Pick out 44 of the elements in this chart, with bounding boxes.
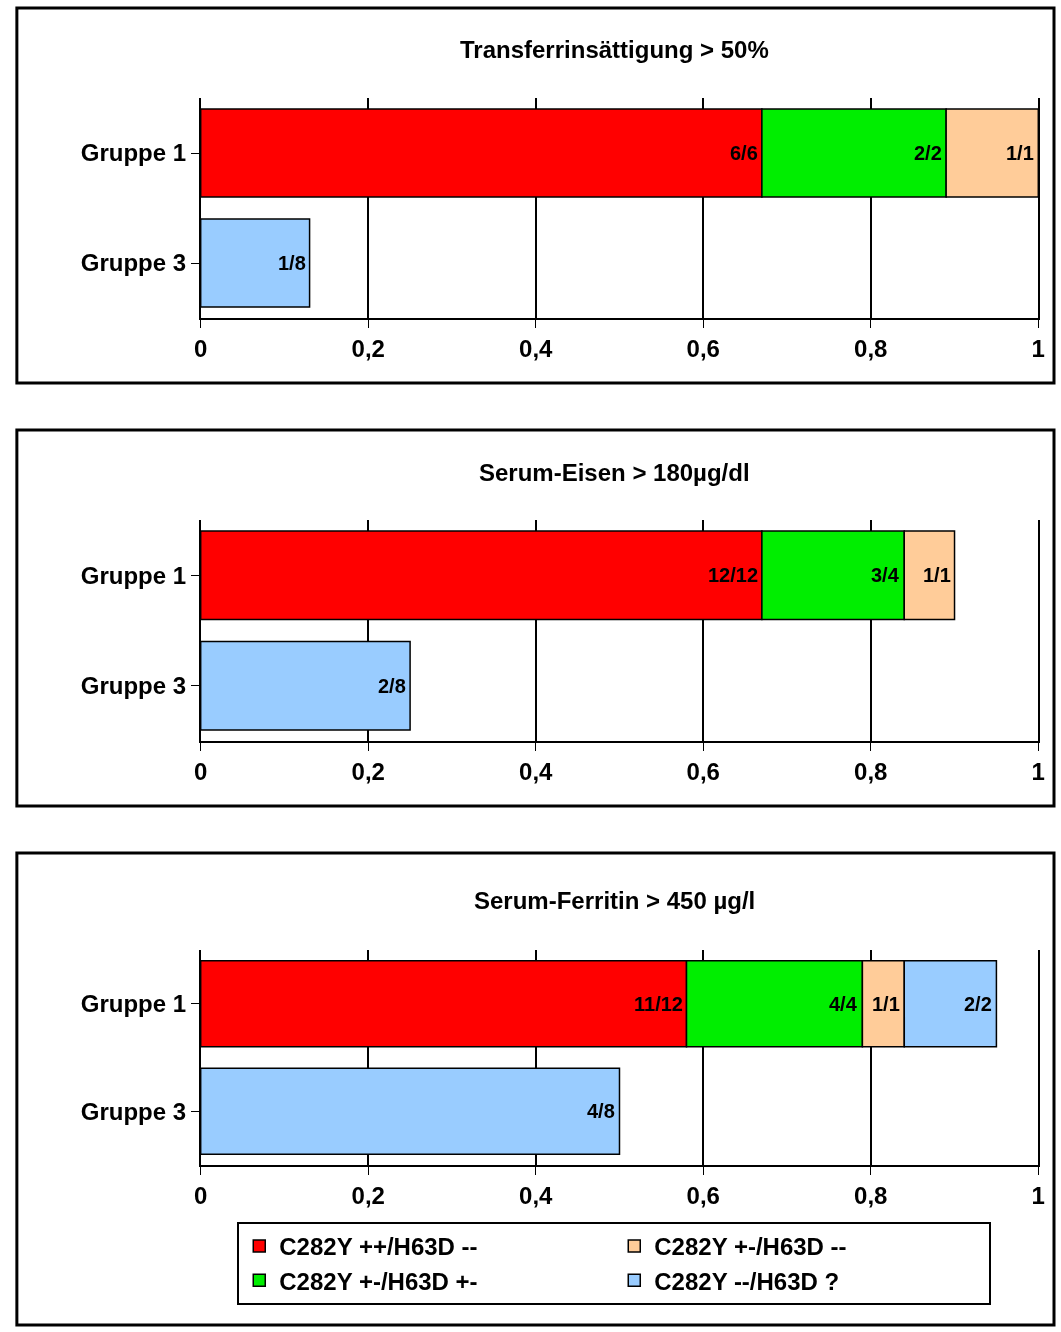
annotation: 12/12 [708,564,759,586]
x-tick-label: 0,4 [519,1181,554,1209]
annotation: 1/1 [872,993,900,1015]
y-tick-label: Gruppe 1 [80,139,187,167]
x-tick-label: 0 [194,1181,208,1209]
annotation: 2/2 [914,142,942,164]
x-tick-label: 0,8 [854,334,888,362]
x-tick-label: 0,6 [686,757,720,785]
annotation: 4/8 [587,1100,615,1122]
x-tick-label: 0,6 [686,334,720,362]
chart-title: Serum-Ferritin > 450 µg/l [474,887,756,914]
annotation: 1/8 [278,252,306,274]
y-tick-label: Gruppe 3 [80,249,187,277]
x-tick-label: 1 [1031,757,1045,785]
x-tick-label: 0,2 [351,334,385,362]
y-tick-label: Gruppe 1 [80,561,187,589]
x-tick-label: 1 [1031,1181,1045,1209]
chart-title: Serum-Eisen > 180µg/dl [479,459,750,486]
x-tick-label: 0 [194,757,208,785]
annotation: 11/12 [634,993,683,1015]
x-tick-label: 0,8 [854,1181,888,1209]
legend-label: C282Y +-/H63D +- [279,1267,478,1295]
annotation: 4/4 [829,993,858,1015]
annotation: 2/8 [378,675,406,697]
x-tick-label: 0,4 [519,334,554,362]
legend-label: C282Y --/H63D ? [654,1267,840,1295]
x-tick-label: 1 [1031,334,1045,362]
x-tick-label: 0,6 [686,1181,720,1209]
y-tick-label: Gruppe 3 [80,672,187,700]
annotation: 2/2 [964,993,992,1015]
annotation: 1/1 [1006,142,1034,164]
x-tick-label: 0,2 [351,757,385,785]
legend-label: C282Y +-/H63D -- [654,1233,847,1261]
y-tick-label: Gruppe 3 [80,1097,187,1125]
chart-title: Transferrinsättigung > 50% [460,36,769,63]
x-tick-label: 0,2 [351,1181,385,1209]
x-tick-label: 0,8 [854,757,888,785]
x-tick-label: 0 [194,334,208,362]
x-tick-label: 0,4 [519,757,554,785]
annotation: 1/1 [923,564,951,586]
y-tick-label: Gruppe 1 [80,990,187,1018]
annotation: 6/6 [730,142,758,164]
legend-label: C282Y ++/H63D -- [279,1233,478,1261]
annotation: 3/4 [871,564,900,586]
